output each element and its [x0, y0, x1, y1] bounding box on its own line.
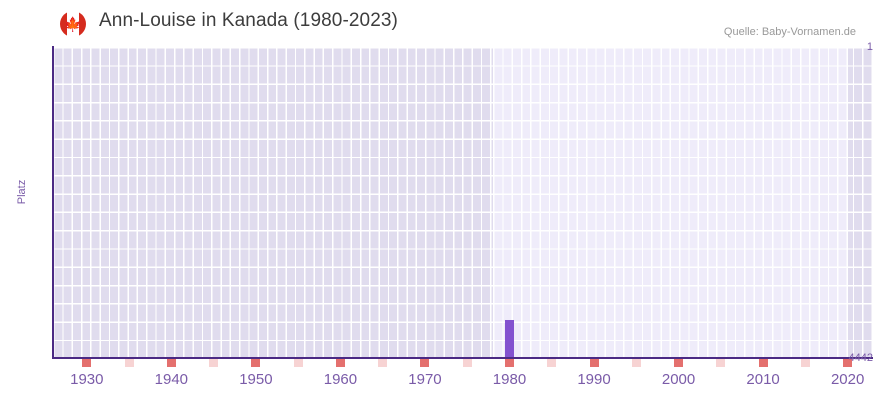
x-tick-marker-1985 — [547, 359, 557, 367]
page-title: Ann-Louise in Kanada (1980-2023) — [99, 10, 398, 31]
x-tick-marker-1935 — [124, 359, 134, 367]
canada-flag-icon: 🍁 — [60, 11, 86, 37]
x-tick-marker-2015 — [800, 359, 810, 367]
x-axis-tick-label-1930: 1930 — [70, 371, 104, 388]
x-tick-marker-1995 — [631, 359, 641, 367]
x-tick-marker-2020 — [843, 359, 853, 367]
x-axis-tick-label-1960: 1960 — [323, 371, 358, 388]
y-axis-tick-label-bottom: 4442 — [848, 352, 873, 364]
x-axis-tick-label-1990: 1990 — [577, 371, 611, 388]
x-axis-tick-label-1940: 1940 — [154, 371, 189, 388]
x-tick-marker-2010 — [758, 359, 768, 367]
y-axis-line — [52, 46, 54, 359]
x-tick-marker-1975 — [462, 359, 472, 367]
x-tick-marker-1980 — [504, 359, 514, 367]
y-axis-tick-label-top: 1 — [866, 41, 873, 53]
maple-leaf-icon: 🍁 — [64, 16, 82, 32]
x-axis-tick-strip — [53, 359, 873, 367]
x-axis-line — [52, 357, 873, 359]
chart-header: 🍁 Ann-Louise in Kanada (1980-2023) Quell… — [0, 0, 873, 44]
x-tick-marker-1965 — [378, 359, 388, 367]
flag-band-left — [60, 11, 67, 37]
x-tick-marker-1990 — [589, 359, 599, 367]
x-axis-tick-label-1950: 1950 — [239, 371, 273, 388]
x-tick-marker-1960 — [335, 359, 345, 367]
x-axis-tick-label-1970: 1970 — [408, 371, 442, 388]
x-tick-marker-1930 — [82, 359, 92, 367]
x-tick-marker-2005 — [716, 359, 726, 367]
x-axis-tick-label-2020: 2020 — [830, 371, 865, 388]
source-attribution: Quelle: Baby-Vornamen.de — [723, 26, 856, 38]
x-axis-tick-label-1980: 1980 — [492, 371, 527, 388]
x-tick-marker-1955 — [293, 359, 303, 367]
x-tick-marker-1945 — [209, 359, 219, 367]
x-tick-marker-1940 — [166, 359, 176, 367]
x-axis-tick-label-2000: 2000 — [661, 371, 696, 388]
plot-area — [53, 47, 873, 358]
bar-1980 — [504, 320, 514, 358]
flag-band-right — [79, 11, 86, 37]
y-axis-title: Platz — [16, 179, 28, 205]
x-tick-marker-1950 — [251, 359, 261, 367]
x-axis-tick-label-2010: 2010 — [746, 371, 780, 388]
highlight-range-band — [492, 47, 848, 358]
x-tick-marker-2000 — [674, 359, 684, 367]
x-tick-marker-1970 — [420, 359, 430, 367]
